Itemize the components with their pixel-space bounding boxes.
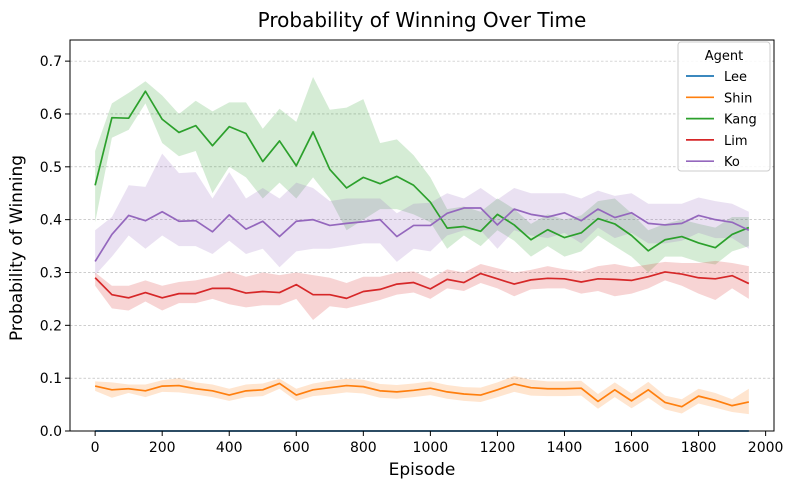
legend-label-lim: Lim [724, 134, 748, 149]
y-axis-ticks: 0.0 0.1 0.2 0.3 0.4 0.5 0.6 0.7 [40, 54, 70, 440]
x-tick-label: 400 [216, 440, 243, 456]
band-ko [95, 153, 749, 276]
grid [70, 60, 774, 432]
x-tick-label: 600 [283, 440, 310, 456]
line-shin [94, 382, 750, 408]
band-kang [95, 76, 749, 273]
x-tick-label: 2000 [748, 440, 784, 456]
y-tick-label: 0.7 [40, 54, 62, 70]
legend-label-lee: Lee [724, 70, 747, 85]
x-tick-label: 1600 [614, 440, 650, 456]
legend-label-ko: Ko [724, 155, 740, 170]
legend-box [677, 41, 771, 172]
x-tick-label: 200 [149, 440, 176, 456]
confidence-bands [95, 76, 749, 415]
x-tick-label: 1400 [547, 440, 583, 456]
line-lim [94, 271, 750, 300]
chart-title: Probability of Winning Over Time [258, 8, 587, 32]
y-tick-label: 0.3 [40, 265, 62, 281]
y-tick-label: 0.5 [40, 160, 62, 176]
legend-label-kang: Kang [724, 113, 757, 128]
line-kang [94, 90, 750, 252]
x-tick-label: 800 [350, 440, 377, 456]
y-tick-label: 0.6 [40, 107, 62, 123]
y-tick-label: 0.4 [40, 213, 62, 229]
x-tick-label: 1200 [480, 440, 516, 456]
band-shin [95, 376, 749, 415]
x-axis-ticks: 0 200 400 600 800 1000 1200 1400 1600 1800 2000 [91, 431, 784, 456]
line-ko [94, 207, 750, 262]
y-tick-label: 0.1 [40, 371, 62, 387]
y-tick-label: 0.2 [40, 318, 62, 334]
x-tick-label: 1800 [681, 440, 717, 456]
y-tick-label: 0.0 [40, 424, 62, 440]
x-axis-label: Episode [389, 460, 456, 480]
x-tick-label: 0 [91, 440, 100, 456]
band-lim [95, 260, 749, 321]
y-axis-label: Probability of Winning [7, 155, 27, 341]
legend-label-shin: Shin [724, 91, 752, 106]
legend: Agent Lee Shin Kang Lim Ko [677, 41, 771, 172]
legend-title: Agent [705, 49, 743, 64]
x-tick-label: 1000 [413, 440, 449, 456]
plot-frame [69, 39, 775, 432]
